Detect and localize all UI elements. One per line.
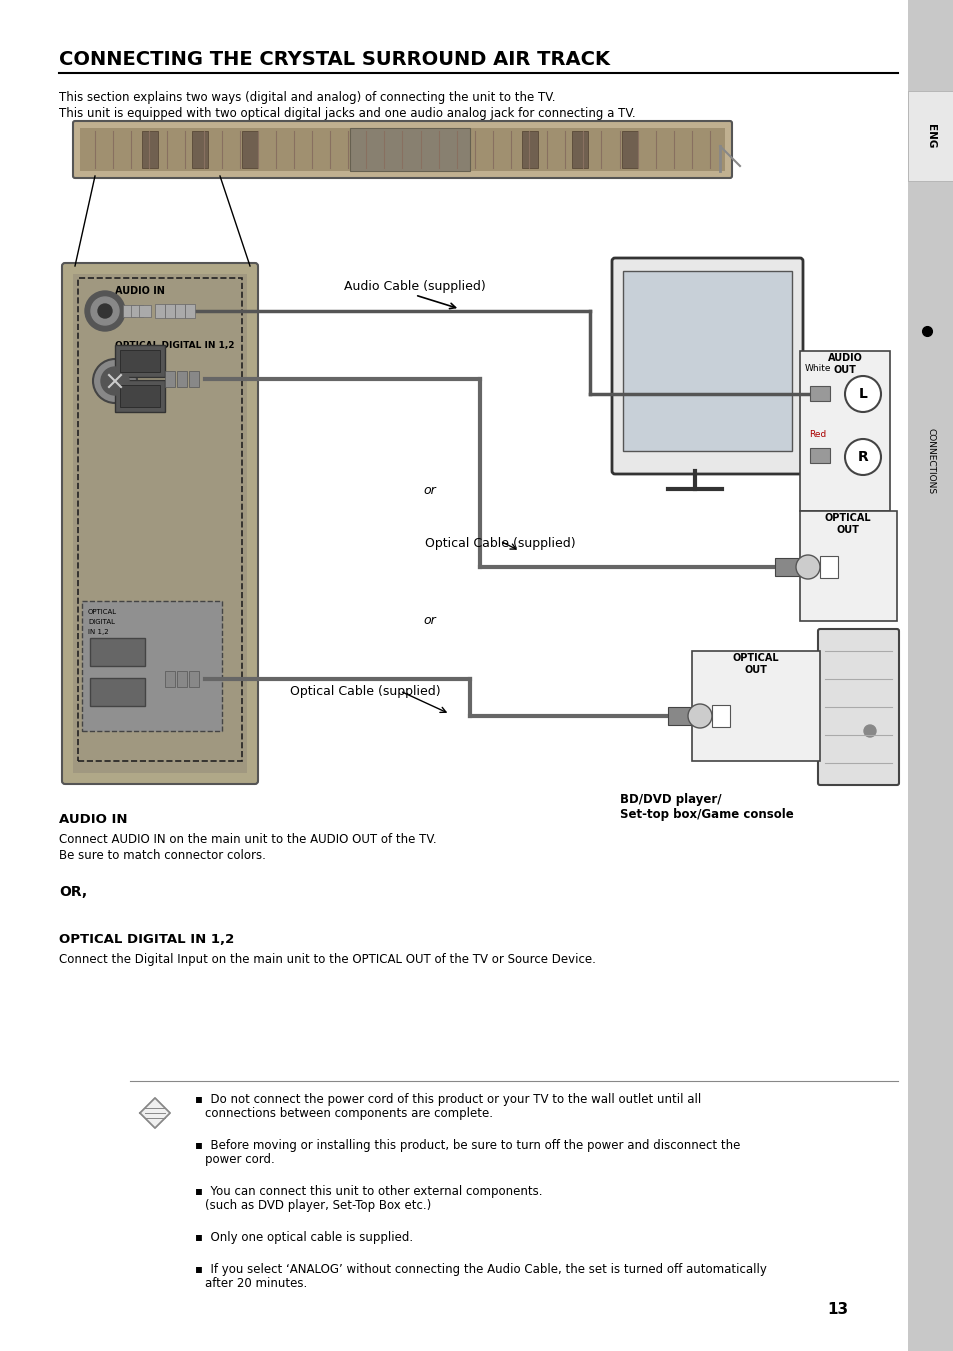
Bar [774,558,802,576]
Text: IN 1,2: IN 1,2 [88,630,109,635]
Bar [350,128,470,172]
Text: or: or [423,485,436,497]
Bar [90,638,145,666]
Bar [165,304,174,317]
Text: AUDIO IN: AUDIO IN [59,813,128,825]
Text: ENG: ENG [925,124,935,149]
Bar [242,131,257,168]
Bar [123,305,135,317]
Bar [621,131,638,168]
Circle shape [844,376,880,412]
Bar [165,671,174,688]
Text: Optical Cable (supplied): Optical Cable (supplied) [290,685,440,697]
Bar [521,131,537,168]
Bar [165,372,174,386]
Bar [622,272,791,451]
Bar [73,274,247,773]
Bar [90,678,145,707]
Text: Red: Red [808,430,825,439]
Bar [907,0,953,1351]
Bar [572,131,587,168]
Text: Be sure to match connector colors.: Be sure to match connector colors. [59,848,266,862]
Text: Audio Cable (supplied): Audio Cable (supplied) [344,280,485,293]
Text: DIGITAL: DIGITAL [88,619,115,626]
Circle shape [844,439,880,476]
Text: OPTICAL DIGITAL IN 1,2: OPTICAL DIGITAL IN 1,2 [59,934,234,946]
Text: OR,: OR, [59,885,87,898]
Bar [192,131,208,168]
Bar [131,305,143,317]
Bar [115,345,165,377]
Text: ▪  Before moving or installing this product, be sure to turn off the power and d: ▪ Before moving or installing this produ… [194,1139,740,1152]
Text: CONNECTING THE CRYSTAL SURROUND AIR TRACK: CONNECTING THE CRYSTAL SURROUND AIR TRAC… [59,50,609,69]
Text: (such as DVD player, Set-Top Box etc.): (such as DVD player, Set-Top Box etc.) [205,1198,431,1212]
FancyBboxPatch shape [62,263,257,784]
Bar [82,601,222,731]
Text: ▪  Only one optical cable is supplied.: ▪ Only one optical cable is supplied. [194,1231,413,1244]
Bar [189,372,199,386]
Bar [667,707,696,725]
Bar [809,386,829,401]
Text: Optical Cable (supplied): Optical Cable (supplied) [424,536,575,550]
Text: White: White [804,363,830,373]
Text: AUDIO IN: AUDIO IN [115,286,165,296]
Text: after 20 minutes.: after 20 minutes. [205,1277,307,1290]
Text: R: R [857,450,867,463]
Bar [800,351,889,511]
Text: OPTICAL: OPTICAL [88,609,117,615]
Text: Connect AUDIO IN on the main unit to the AUDIO OUT of the TV.: Connect AUDIO IN on the main unit to the… [59,834,436,846]
Text: ▪  If you select ‘ANALOG’ without connecting the Audio Cable, the set is turned : ▪ If you select ‘ANALOG’ without connect… [194,1263,766,1275]
Bar [907,91,953,181]
Text: BD/DVD player/
Set-top box/Game console: BD/DVD player/ Set-top box/Game console [619,793,793,821]
Bar [691,651,820,761]
FancyBboxPatch shape [73,122,731,178]
Bar [142,131,158,168]
Polygon shape [140,1098,170,1128]
Circle shape [687,704,711,728]
Bar [189,671,199,688]
Text: CONNECTIONS: CONNECTIONS [925,428,935,494]
Bar [174,304,185,317]
Bar [711,705,729,727]
Bar [115,380,165,412]
Text: Connect the Digital Input on the main unit to the OPTICAL OUT of the TV or Sourc: Connect the Digital Input on the main un… [59,952,596,966]
Circle shape [795,555,820,580]
Text: connections between components are complete.: connections between components are compl… [205,1106,493,1120]
Bar [185,304,194,317]
Text: OPTICAL
OUT: OPTICAL OUT [823,513,870,535]
Text: ▪  You can connect this unit to other external components.: ▪ You can connect this unit to other ext… [194,1185,542,1198]
Circle shape [98,304,112,317]
Bar [177,671,187,688]
Text: OPTICAL DIGITAL IN 1,2: OPTICAL DIGITAL IN 1,2 [115,340,234,350]
Text: 13: 13 [826,1301,847,1316]
Text: OPTICAL
OUT: OPTICAL OUT [732,653,779,674]
Bar [154,304,165,317]
Text: This section explains two ways (digital and analog) of connecting the unit to th: This section explains two ways (digital … [59,91,555,104]
Bar [177,372,187,386]
Bar [809,449,829,463]
FancyBboxPatch shape [817,630,898,785]
Circle shape [101,367,129,394]
Text: This unit is equipped with two optical digital jacks and one audio analog jack f: This unit is equipped with two optical d… [59,107,635,120]
Text: or: or [423,615,436,627]
Bar [800,511,896,621]
Circle shape [85,290,125,331]
Bar [78,278,242,761]
Bar [820,557,837,578]
Text: power cord.: power cord. [205,1152,274,1166]
FancyBboxPatch shape [612,258,802,474]
Text: AUDIO
OUT: AUDIO OUT [826,353,862,374]
Circle shape [863,725,875,738]
Text: ▪  Do not connect the power cord of this product or your TV to the wall outlet u: ▪ Do not connect the power cord of this … [194,1093,700,1106]
Circle shape [92,359,137,403]
Bar [80,128,724,172]
Bar [139,305,151,317]
Circle shape [91,297,119,326]
Bar [120,385,160,407]
Text: L: L [858,386,866,401]
Bar [120,350,160,372]
